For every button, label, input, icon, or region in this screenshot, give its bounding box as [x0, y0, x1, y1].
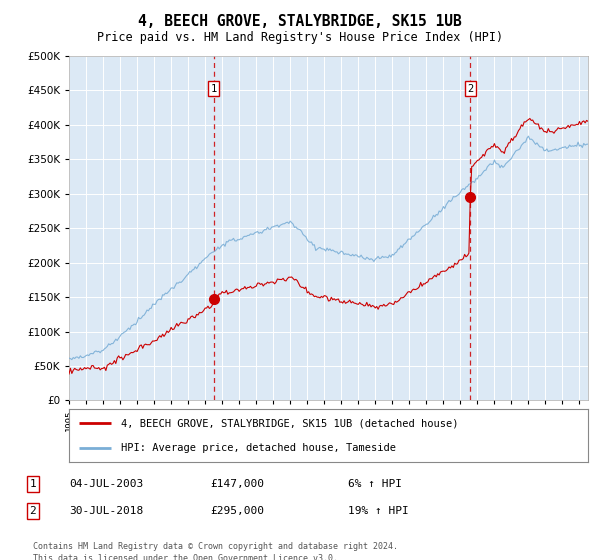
- Text: 6% ↑ HPI: 6% ↑ HPI: [348, 479, 402, 489]
- Text: 19% ↑ HPI: 19% ↑ HPI: [348, 506, 409, 516]
- Text: HPI: Average price, detached house, Tameside: HPI: Average price, detached house, Tame…: [121, 442, 396, 452]
- Text: £295,000: £295,000: [210, 506, 264, 516]
- Text: 4, BEECH GROVE, STALYBRIDGE, SK15 1UB: 4, BEECH GROVE, STALYBRIDGE, SK15 1UB: [138, 14, 462, 29]
- Text: 1: 1: [211, 83, 217, 94]
- Text: 2: 2: [467, 83, 473, 94]
- Text: 04-JUL-2003: 04-JUL-2003: [69, 479, 143, 489]
- Text: 4, BEECH GROVE, STALYBRIDGE, SK15 1UB (detached house): 4, BEECH GROVE, STALYBRIDGE, SK15 1UB (d…: [121, 418, 458, 428]
- Text: £147,000: £147,000: [210, 479, 264, 489]
- Text: 30-JUL-2018: 30-JUL-2018: [69, 506, 143, 516]
- Text: Price paid vs. HM Land Registry's House Price Index (HPI): Price paid vs. HM Land Registry's House …: [97, 31, 503, 44]
- Text: Contains HM Land Registry data © Crown copyright and database right 2024.
This d: Contains HM Land Registry data © Crown c…: [33, 542, 398, 560]
- Text: 1: 1: [29, 479, 37, 489]
- Text: 2: 2: [29, 506, 37, 516]
